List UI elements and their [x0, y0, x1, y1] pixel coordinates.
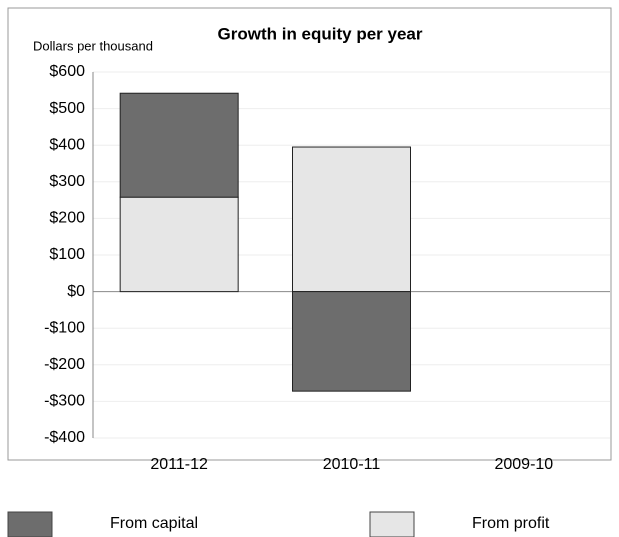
y-tick-label: $100 — [49, 246, 85, 263]
y-tick-label: $0 — [67, 283, 85, 300]
bar — [119, 196, 239, 293]
x-tick-label: 2009-10 — [494, 456, 553, 473]
y-axis-label: Dollars per thousand — [33, 38, 153, 53]
x-tick-label: 2011-12 — [150, 456, 208, 473]
y-tick-label: -$300 — [44, 393, 85, 410]
y-tick-label: $400 — [49, 136, 85, 153]
y-tick-label: -$400 — [44, 429, 85, 446]
y-tick-label: $300 — [49, 173, 85, 190]
bar — [292, 291, 411, 392]
y-tick-label: -$200 — [44, 356, 85, 373]
y-tick-label: -$100 — [44, 319, 85, 336]
bar — [119, 92, 239, 198]
legend-swatch — [7, 511, 53, 537]
legend-swatch — [369, 511, 415, 537]
chart-title: Growth in equity per year — [218, 24, 423, 43]
y-tick-label: $500 — [49, 100, 85, 117]
y-tick-label: $600 — [49, 63, 85, 80]
legend-label: From capital — [110, 515, 198, 532]
x-tick-label: 2010-11 — [323, 456, 381, 473]
bar — [292, 146, 411, 293]
legend-label: From profit — [472, 515, 550, 532]
y-tick-label: $200 — [49, 210, 85, 227]
